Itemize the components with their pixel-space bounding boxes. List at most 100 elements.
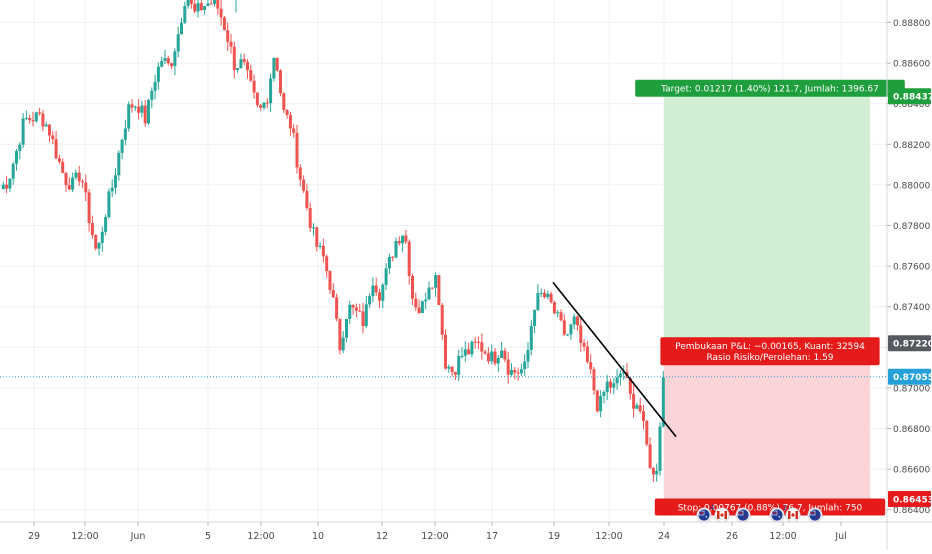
candle-body[interactable] [546,293,550,298]
candle-body[interactable] [354,307,358,311]
candle-body[interactable] [562,320,566,335]
candle-body[interactable] [642,411,645,421]
candle-body[interactable] [345,318,348,338]
candle-body[interactable] [140,105,144,113]
candle-body[interactable] [51,135,55,140]
candle-body[interactable] [206,3,210,7]
candle-body[interactable] [133,106,137,108]
candle-body[interactable] [605,381,609,393]
candle-body[interactable] [24,117,28,119]
candle-body[interactable] [397,240,401,244]
candle-body[interactable] [246,61,249,71]
candle-body[interactable] [222,17,226,31]
candle-body[interactable] [411,275,414,299]
candle-body[interactable] [585,346,589,363]
candle-body[interactable] [569,324,573,335]
candle-body[interactable] [579,325,583,343]
candle-body[interactable] [213,0,216,4]
candle-body[interactable] [493,351,497,364]
target-zone[interactable] [664,96,870,344]
candle-body[interactable] [41,113,45,127]
candle-body[interactable] [54,139,58,159]
candle-body[interactable] [440,305,444,335]
candle-body[interactable] [371,285,375,297]
candle-body[interactable] [216,0,220,9]
candle-body[interactable] [44,124,48,127]
candle-body[interactable] [556,312,560,314]
candle-body[interactable] [160,60,164,67]
candle-body[interactable] [566,334,570,336]
candle-body[interactable] [74,172,78,178]
candle-body[interactable] [434,275,438,288]
candle-body[interactable] [622,371,626,374]
candle-body[interactable] [523,361,527,370]
candle-body[interactable] [549,293,553,303]
candle-body[interactable] [536,293,540,310]
candle-body[interactable] [143,105,147,124]
candle-body[interactable] [404,235,408,242]
candle-body[interactable] [338,318,342,351]
candle-body[interactable] [117,152,121,176]
candle-body[interactable] [90,223,94,236]
candle-body[interactable] [401,235,405,244]
candle-body[interactable] [203,6,207,11]
candle-body[interactable] [193,3,197,12]
candle-body[interactable] [628,378,632,394]
candle-body[interactable] [318,245,322,247]
candle-body[interactable] [5,184,9,189]
candle-body[interactable] [589,362,593,370]
candle-body[interactable] [328,271,332,290]
candle-body[interactable] [444,334,447,369]
candle-body[interactable] [104,217,108,232]
candle-body[interactable] [312,227,315,229]
candle-body[interactable] [180,22,183,35]
candle-body[interactable] [77,172,81,182]
candle-body[interactable] [226,30,230,42]
candle-body[interactable] [153,81,157,91]
candle-body[interactable] [272,57,276,79]
candle-body[interactable] [417,307,421,314]
candle-body[interactable] [460,355,464,357]
candle-body[interactable] [648,444,652,468]
candle-body[interactable] [661,377,665,427]
candle-body[interactable] [18,144,22,152]
candle-body[interactable] [156,66,160,82]
candle-body[interactable] [302,179,306,191]
candle-body[interactable] [424,299,428,302]
candle-body[interactable] [325,256,329,272]
candle-body[interactable] [378,292,381,301]
candle-body[interactable] [288,114,292,129]
candle-body[interactable] [315,227,319,247]
candle-body[interactable] [364,304,368,327]
candle-body[interactable] [321,245,325,257]
candle-body[interactable] [67,185,71,190]
candle-body[interactable] [137,106,141,113]
candle-body[interactable] [510,370,513,375]
candle-body[interactable] [361,311,365,327]
candle-body[interactable] [358,310,362,312]
candle-body[interactable] [127,104,131,129]
candle-body[interactable] [335,297,339,319]
candle-body[interactable] [331,289,335,298]
candle-body[interactable] [427,287,431,300]
candle-body[interactable] [559,312,563,321]
candle-body[interactable] [163,58,167,61]
candle-body[interactable] [612,383,616,388]
candle-body[interactable] [391,256,395,258]
candle-body[interactable] [576,316,579,326]
candle-body[interactable] [595,390,599,412]
candle-body[interactable] [61,161,65,173]
candle-body[interactable] [414,298,418,308]
candle-body[interactable] [539,292,543,294]
candle-body[interactable] [381,284,385,301]
candle-body[interactable] [249,70,253,81]
candles[interactable] [1,0,665,483]
stop-zone[interactable] [664,343,870,499]
candle-body[interactable] [463,349,467,356]
candle-body[interactable] [1,184,5,190]
candle-body[interactable] [71,177,75,190]
candle-body[interactable] [292,128,296,134]
candle-body[interactable] [275,57,279,71]
